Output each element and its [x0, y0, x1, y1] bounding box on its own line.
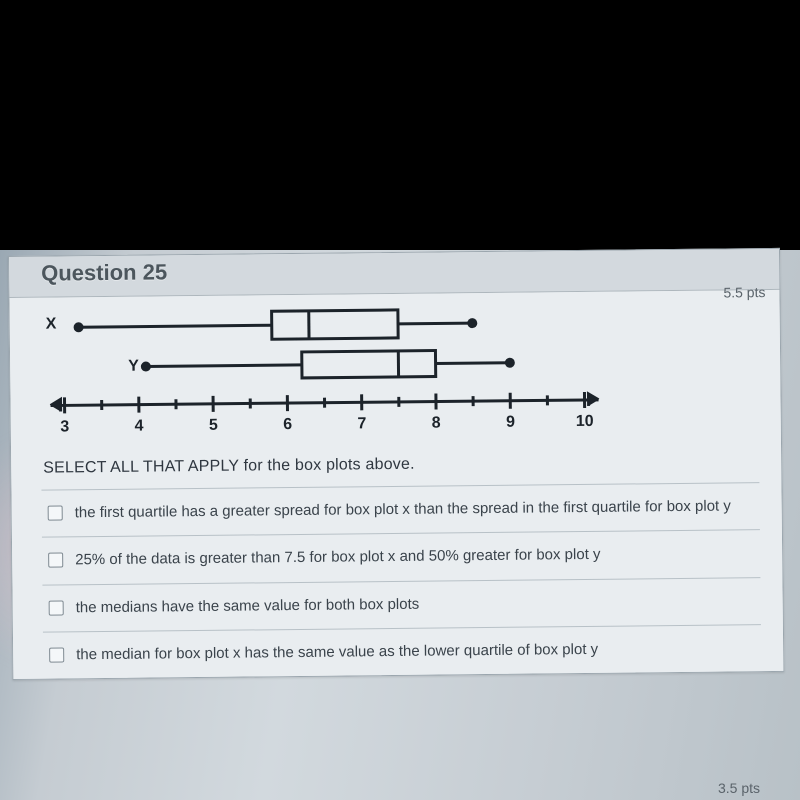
svg-text:3: 3: [60, 418, 69, 435]
svg-text:8: 8: [432, 414, 441, 431]
question-title: Question 25: [41, 259, 167, 286]
question-card: Question 25 5.5 pts X Y 345678910 SELECT…: [8, 248, 784, 680]
option-text: 25% of the data is greater than 7.5 for …: [75, 545, 601, 571]
option-text: the first quartile has a greater spread …: [75, 496, 731, 523]
option-text: the median for box plot x has the same v…: [76, 640, 598, 666]
svg-text:10: 10: [576, 413, 594, 430]
answer-option[interactable]: the median for box plot x has the same v…: [43, 625, 761, 679]
answer-option[interactable]: the medians have the same value for both…: [42, 578, 760, 633]
svg-text:5: 5: [209, 417, 218, 434]
instruction-text: SELECT ALL THAT APPLY for the box plots …: [43, 452, 759, 477]
device-black-bar: [0, 0, 800, 250]
option-text: the medians have the same value for both…: [76, 594, 420, 618]
checkbox-icon[interactable]: [49, 600, 64, 615]
photo-region: Question 25 5.5 pts X Y 345678910 SELECT…: [0, 250, 800, 800]
next-question-points: 3.5 pts: [718, 780, 760, 796]
svg-text:4: 4: [135, 418, 144, 435]
svg-text:7: 7: [357, 415, 366, 432]
question-body: X Y 345678910 SELECT ALL THAT APPLY for …: [9, 290, 783, 679]
svg-text:6: 6: [283, 416, 292, 433]
boxplot-svg: 3 4 5 6 7 8 9 10: [44, 300, 606, 456]
checkbox-icon[interactable]: [49, 647, 64, 662]
checkbox-icon[interactable]: [48, 505, 63, 520]
answer-option[interactable]: the first quartile has a greater spread …: [41, 483, 759, 538]
checkbox-icon[interactable]: [48, 553, 63, 568]
answer-options: the first quartile has a greater spread …: [41, 482, 761, 679]
boxplot-chart: X Y 345678910: [44, 300, 606, 456]
svg-text:9: 9: [506, 414, 515, 431]
answer-option[interactable]: 25% of the data is greater than 7.5 for …: [42, 530, 760, 585]
question-points: 5.5 pts: [723, 284, 765, 300]
